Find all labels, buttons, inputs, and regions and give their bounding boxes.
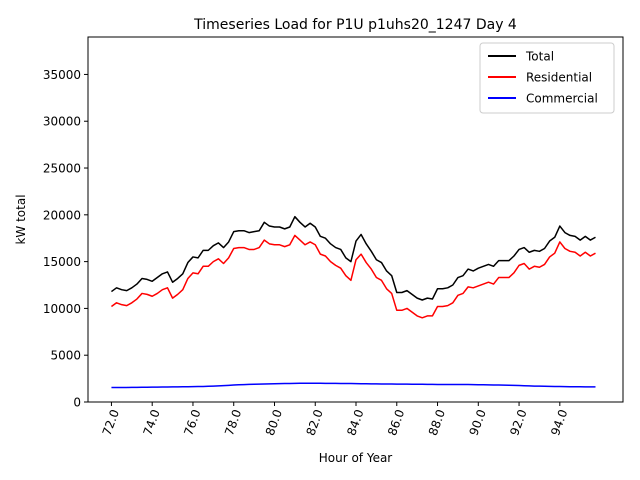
y-axis: 0 5000 10000 15000 20000 25000 30000 35000 [43,68,88,410]
series-group [110,215,596,389]
chart-title: Timeseries Load for P1U p1uhs20_1247 Day… [193,17,517,33]
series-line-residential [110,234,596,319]
y-axis-label: kW total [14,194,28,244]
legend-box [479,42,615,114]
legend-label-residential: Residential [526,71,592,85]
y-tick-label: 0 [73,396,81,410]
legend-label-commercial: Commercial [526,92,598,106]
series-line-commercial [111,382,596,389]
y-tick-label: 5000 [50,349,81,363]
y-tick-label: 15000 [43,255,81,269]
y-tick-label: 25000 [43,162,81,176]
y-tick-label: 10000 [43,302,81,316]
series-line-total [110,215,596,301]
y-tick-label: 30000 [43,115,81,129]
legend: Total Residential Commercial [479,42,615,114]
plot-frame [87,36,624,403]
legend-label-total: Total [525,50,554,64]
y-tick-label: 35000 [43,68,81,82]
y-tick-label: 20000 [43,208,81,222]
x-axis-label: Hour of Year [319,451,393,465]
